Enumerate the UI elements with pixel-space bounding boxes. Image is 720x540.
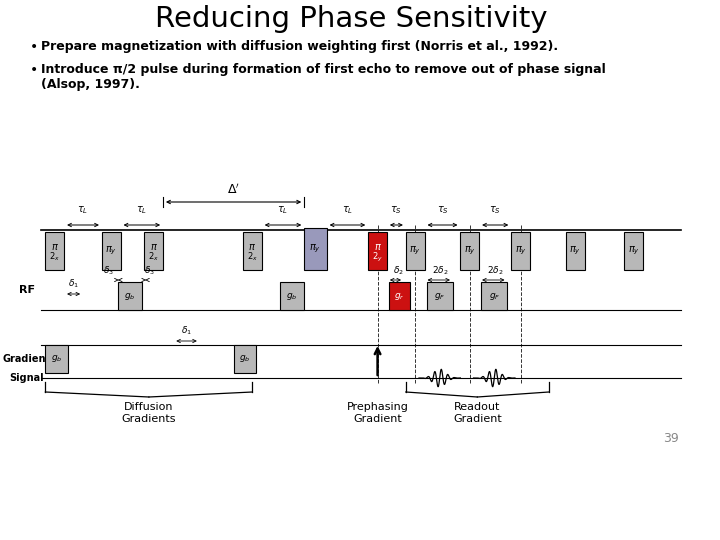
Bar [481,282,508,310]
Text: $2\delta_2$: $2\delta_2$ [432,265,449,277]
Text: $\delta_1$: $\delta_1$ [68,278,79,290]
Bar [45,232,64,270]
Text: $g_F$: $g_F$ [489,291,500,301]
Text: $g_b$: $g_b$ [125,291,136,301]
Text: $2\delta_2$: $2\delta_2$ [487,265,503,277]
Bar [279,282,304,310]
Text: $\pi_y$: $\pi_y$ [515,245,526,257]
Text: $\pi_y$: $\pi_y$ [310,243,321,255]
Text: $\Delta'$: $\Delta'$ [227,183,240,197]
Text: $\tau_L$: $\tau_L$ [136,204,148,216]
Text: $g_b$: $g_b$ [287,291,297,301]
Text: Introduce π/2 pulse during formation of first echo to remove out of phase signal: Introduce π/2 pulse during formation of … [40,63,606,76]
Text: $2_y$: $2_y$ [372,251,383,264]
Text: $\pi$: $\pi$ [374,242,382,252]
Bar [233,345,256,373]
Text: $2_x$: $2_x$ [148,251,159,263]
Text: $\tau_S$: $\tau_S$ [390,204,402,216]
Text: •: • [30,63,37,77]
Text: $g_b$: $g_b$ [51,354,63,364]
Text: $\tau_L$: $\tau_L$ [277,204,289,216]
Text: $\tau_L$: $\tau_L$ [342,204,353,216]
Text: Diffusion
Gradients: Diffusion Gradients [122,402,176,423]
Bar [243,232,262,270]
Text: $\pi_y$: $\pi_y$ [105,245,117,257]
Text: $2_x$: $2_x$ [247,251,258,263]
Text: 39: 39 [663,432,679,445]
Text: $\pi$: $\pi$ [51,242,59,252]
Text: Signal: Signal [9,373,44,383]
Bar [426,282,453,310]
Text: $\pi_y$: $\pi_y$ [570,245,581,257]
Bar [566,232,585,270]
Text: $\tau_S$: $\tau_S$ [436,204,449,216]
Bar [624,232,643,270]
Text: $g_r$: $g_r$ [394,291,405,301]
Text: (Alsop, 1997).: (Alsop, 1997). [40,78,140,91]
Text: $\delta_2$: $\delta_2$ [393,265,404,277]
Text: Readout
Gradient: Readout Gradient [453,402,502,423]
Text: $\tau_L$: $\tau_L$ [78,204,89,216]
Text: $2_x$: $2_x$ [49,251,60,263]
Text: •: • [30,40,37,54]
Bar [118,282,143,310]
Text: $\delta_1$: $\delta_1$ [181,325,192,337]
Text: Prephasing
Gradient: Prephasing Gradient [346,402,408,423]
Bar [304,228,327,270]
Text: $\pi_y$: $\pi_y$ [464,245,476,257]
Bar [389,282,410,310]
Text: $\pi_y$: $\pi_y$ [628,245,639,257]
Text: $\tau_S$: $\tau_S$ [489,204,501,216]
Bar [460,232,480,270]
Text: Reducing Phase Sensitivity: Reducing Phase Sensitivity [155,5,547,33]
Bar [102,232,121,270]
Text: RF: RF [19,285,35,295]
Text: Prepare magnetization with diffusion weighting first (Norris et al., 1992).: Prepare magnetization with diffusion wei… [40,40,558,53]
Text: $\delta_3$: $\delta_3$ [103,265,114,277]
Text: $g_b$: $g_b$ [239,354,251,364]
Text: $\pi_y$: $\pi_y$ [409,245,421,257]
Text: Gradient: Gradient [2,354,50,364]
Text: $g_F$: $g_F$ [434,291,446,301]
Text: $\delta_3$: $\delta_3$ [144,265,156,277]
Text: $\pi$: $\pi$ [150,242,158,252]
Bar [368,232,387,270]
Text: $\pi$: $\pi$ [248,242,256,252]
Bar [511,232,530,270]
Bar [144,232,163,270]
Bar [45,345,68,373]
Bar [406,232,425,270]
